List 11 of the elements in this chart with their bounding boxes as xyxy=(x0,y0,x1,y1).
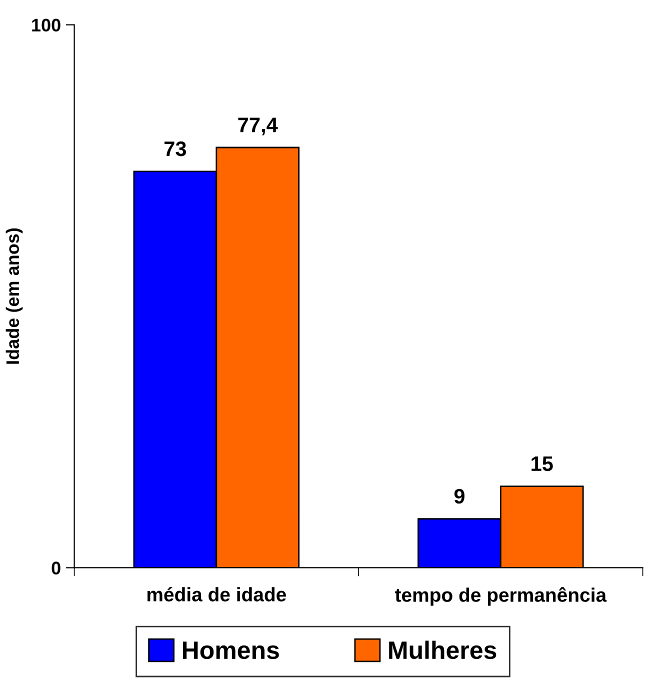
y-tick-label: 0 xyxy=(52,562,60,574)
data-label: 15 xyxy=(532,456,553,472)
x-tick-label: média de idade xyxy=(147,587,286,602)
data-label: 77,4 xyxy=(238,118,278,136)
data-label: 9 xyxy=(454,488,464,504)
y-axis-title: Idade (em anos) xyxy=(6,228,23,364)
y-tick-label: 100 xyxy=(32,18,60,32)
legend-label: Homens xyxy=(182,642,279,660)
x-tick-label: tempo de permanência xyxy=(395,587,607,606)
legend-label: Mulheres xyxy=(389,640,496,660)
data-label: 73 xyxy=(164,141,186,156)
